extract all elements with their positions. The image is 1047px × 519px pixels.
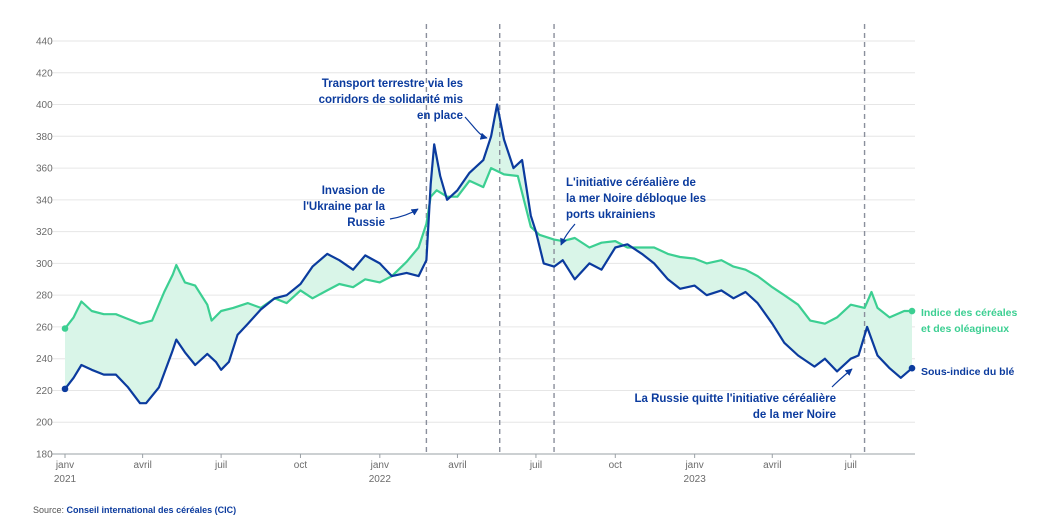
source-name: Conseil international des céréales (CIC) [66, 505, 237, 515]
x-tick-label: juil [844, 460, 857, 471]
x-tick-label: oct [609, 460, 623, 471]
series-line-wheat [64, 103, 913, 405]
y-tick-label: 360 [36, 164, 53, 175]
annotation-line: Invasion de [322, 185, 385, 197]
legend-label: Indice des céréales et des oléagineux [921, 307, 1017, 335]
y-tick-label: 320 [36, 227, 53, 238]
annotation-line: La Russie quitte l'initiative céréalière [634, 393, 836, 405]
y-tick-label: 340 [36, 195, 53, 206]
x-tick-label: avril [448, 460, 466, 471]
y-tick-label: 220 [36, 386, 53, 397]
series-line-grains-oilseeds [64, 167, 912, 330]
y-tick-label: 380 [36, 132, 53, 143]
y-tick-label: 400 [36, 100, 53, 111]
annotation-text: La Russie quitte l'initiative céréalière… [634, 393, 836, 421]
annotation-arrow [464, 116, 488, 140]
annotation-text: Transport terrestre via les corridors de … [319, 78, 463, 122]
y-tick-label: 200 [36, 418, 53, 429]
annotation-arrow [560, 223, 576, 246]
grains-start-point [61, 325, 69, 332]
annotation-line: la mer Noire débloque les [566, 193, 706, 205]
x-tick-label: janv [684, 460, 703, 471]
annotation-line: Transport terrestre via les [322, 78, 463, 90]
annotation-line: l'Ukraine par la [303, 201, 386, 213]
y-tick-label: 260 [36, 322, 53, 333]
annotation-arrow [389, 208, 419, 220]
y-tick-label: 420 [36, 68, 53, 79]
annotation-text: L'initiative céréalière de la mer Noire d… [566, 177, 706, 221]
grains-end-point [908, 307, 916, 315]
legend-line: Sous-indice du blé [921, 366, 1015, 378]
x-tick-year: 2022 [369, 474, 392, 485]
legend-line: et des oléagineux [921, 323, 1009, 335]
annotation-line: ports ukrainiens [566, 209, 655, 221]
x-tick-label: juil [214, 460, 227, 471]
annotation-line: corridors de solidarité mis [319, 94, 463, 106]
legend-line: Indice des céréales [921, 307, 1017, 319]
gap-fill-area [65, 104, 912, 404]
legend: Indice des céréales et des oléagineux Sous… [921, 307, 1017, 378]
x-tick-label: juil [529, 460, 542, 471]
y-tick-label: 280 [36, 291, 53, 302]
y-tick-label: 440 [36, 37, 53, 48]
annotation-line: Russie [347, 217, 385, 229]
x-tick-label: avril [763, 460, 781, 471]
wheat-end-point [908, 364, 916, 372]
annotation-line: L'initiative céréalière de [566, 177, 696, 189]
y-tick-label: 180 [36, 450, 53, 461]
y-tick-label: 240 [36, 354, 53, 365]
x-tick-year: 2021 [54, 474, 77, 485]
annotation-text: Invasion de l'Ukraine par la Russie [303, 185, 386, 229]
x-axis: janv 2021 avril juil oct janv 2022 avril juil oct… [54, 454, 857, 485]
legend-label: Sous-indice du blé [921, 366, 1015, 378]
annotation-line: en place [417, 110, 463, 122]
x-tick-label: janv [370, 460, 389, 471]
y-axis: 180 200 220 240 260 280 300 320 340 360 380 400 420 4… [36, 37, 53, 461]
source-note: Source: Conseil international des céréal… [33, 505, 236, 515]
x-tick-label: oct [294, 460, 308, 471]
annotations: Invasion de l'Ukraine par la Russie Transpo… [303, 78, 853, 421]
source-label: Source: [33, 505, 65, 515]
annotation-arrow [831, 368, 853, 388]
x-tick-year: 2023 [684, 474, 707, 485]
event-lines [425, 24, 866, 454]
x-tick-label: janv [55, 460, 74, 471]
y-tick-label: 300 [36, 259, 53, 270]
annotation-line: de la mer Noire [753, 409, 836, 421]
x-tick-label: avril [133, 460, 151, 471]
series-endpoints [61, 307, 916, 393]
wheat-start-point [61, 385, 69, 393]
